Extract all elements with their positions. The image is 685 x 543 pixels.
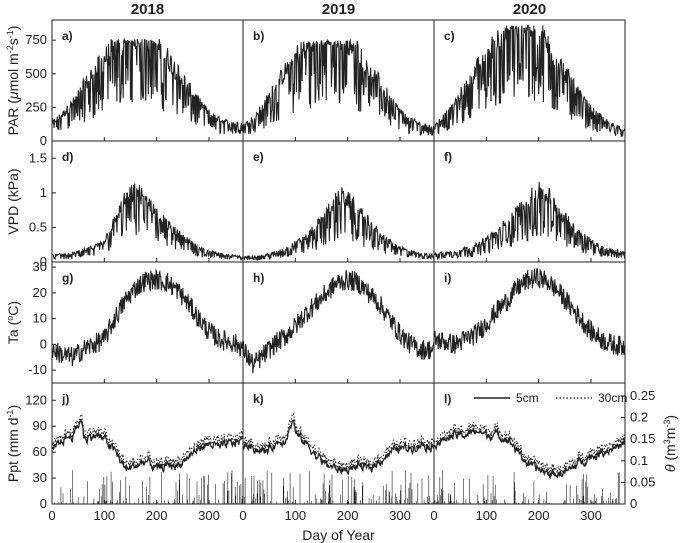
series-par-2018 [51,37,244,135]
panel-label-i: i) [444,271,451,285]
y2tick-label-ppt: 0.1 [630,453,648,468]
panel-label-l: l) [444,392,451,406]
legend-label-30cm: 30cm [598,391,627,405]
panel-label-e: e) [253,150,264,164]
theta-5cm-2019 [242,419,435,475]
y2tick-label-ppt: 0.25 [630,388,655,403]
ytick-label-par: 0 [40,133,47,148]
xtick-label-2018: 300 [198,508,220,523]
ylabel-par: PAR (μmol m-2s-1) [5,26,21,136]
panel-label-f: f) [444,150,452,164]
series-par-2019 [242,38,435,137]
y2tick-label-ppt: 0.15 [630,431,655,446]
ytick-label-ppt: 0 [40,496,47,511]
series-ta-2018 [51,268,244,367]
ytick-label-par: 750 [25,32,47,47]
y2label-ppt: θ (m3m-3) [662,415,678,472]
y2tick-label-ppt: 0.2 [630,410,648,425]
ytick-label-ppt: 120 [25,392,47,407]
xtick-label-2020: 0 [430,508,437,523]
panel-label-a: a) [62,29,73,43]
year-title-2019: 2019 [322,1,355,18]
ytick-label-ppt: 90 [33,418,47,433]
ytick-label-ppt: 30 [33,470,47,485]
ytick-label-vpd: 0.5 [29,219,47,234]
ytick-label-ppt: 60 [33,444,47,459]
xtick-label-2020: 200 [528,508,550,523]
ytick-label-ta: 0 [40,336,47,351]
xtick-label-2018: 100 [93,508,115,523]
panel-label-d: d) [62,150,73,164]
precip-bars-2019 [243,470,435,504]
ytick-label-ta: 20 [33,285,47,300]
theta-30cm-2020 [434,421,626,474]
series-ta-2020 [433,267,626,356]
panel-label-c: c) [444,29,455,43]
panel-frame-ppt-2018 [51,382,244,505]
ytick-label-ta: 10 [33,311,47,326]
theta-5cm-2018 [51,418,244,473]
x-axis-label: Day of Year [302,527,375,543]
ylabel-ppt: Ppt (mm d-1) [5,405,21,482]
panel-label-g: g) [62,271,73,285]
theta-5cm-2020 [433,427,626,480]
theta-30cm-2018 [52,413,244,468]
legend-label-5cm: 5cm [516,391,539,405]
ytick-label-vpd: 1 [40,185,47,200]
ytick-label-par: 500 [25,66,47,81]
ylabel-vpd: VPD (kPa) [5,168,21,234]
ytick-label-ta: -10 [28,362,47,377]
series-vpd-2019 [243,187,435,262]
precip-bars-2020 [434,470,621,504]
series-ta-2019 [242,270,435,374]
year-title-2018: 2018 [131,1,164,18]
panel-label-j: j) [61,392,69,406]
xtick-label-2019: 300 [389,508,411,523]
ytick-label-vpd: 0 [40,254,47,269]
series-vpd-2020 [434,181,626,261]
xtick-label-2018: 200 [146,508,168,523]
xtick-label-2020: 100 [475,508,497,523]
theta-30cm-2019 [243,411,435,470]
panel-label-k: k) [253,392,264,406]
series-vpd-2018 [52,183,244,261]
precip-bars-2018 [54,470,243,504]
year-title-2020: 2020 [513,1,546,18]
panel-label-h: h) [253,271,264,285]
xtick-label-2020: 300 [580,508,602,523]
ytick-label-vpd: 1.5 [29,150,47,165]
panel-label-b: b) [253,29,264,43]
series-par-2020 [434,24,626,137]
y2tick-label-ppt: 0 [630,496,637,511]
xtick-label-2019: 0 [239,508,246,523]
xtick-label-2019: 200 [337,508,359,523]
ylabel-ta: Ta (oC) [5,301,21,344]
y2tick-label-ppt: 0.05 [630,474,655,489]
ytick-label-ta: 30 [33,259,47,274]
xtick-label-2018: 0 [48,508,55,523]
ytick-label-par: 250 [25,99,47,114]
panel-frame-vpd-2018 [51,140,244,263]
xtick-label-2019: 100 [284,508,306,523]
